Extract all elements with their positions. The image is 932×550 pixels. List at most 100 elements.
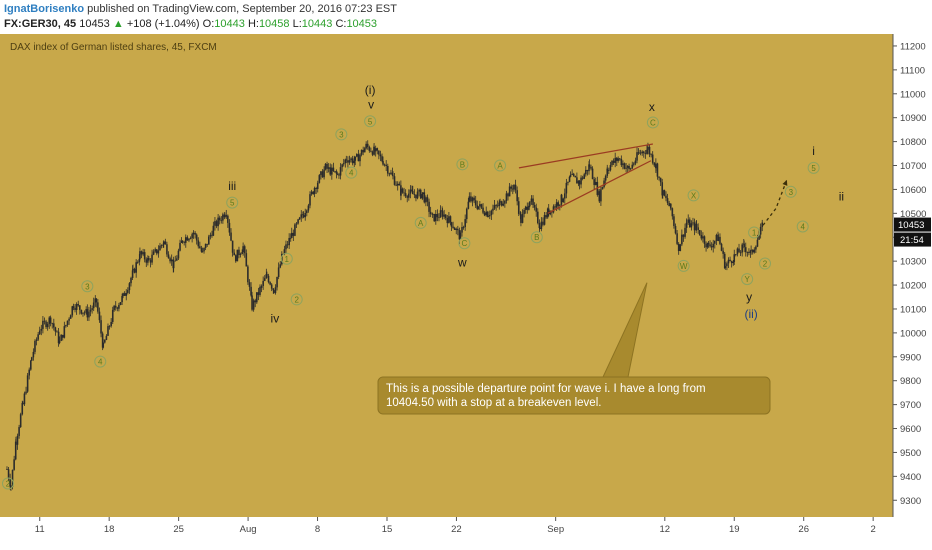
candle-body [646, 149, 648, 154]
candle-body [125, 292, 128, 296]
candle-body [706, 242, 709, 248]
candle-body [123, 293, 126, 296]
candle-body [98, 311, 101, 321]
close-value: 10453 [346, 18, 378, 30]
candle-body [578, 180, 581, 185]
candle-body [285, 244, 287, 250]
candle-body [145, 259, 148, 263]
candle-body [528, 205, 530, 210]
candle-body [133, 268, 136, 273]
wave-label: 1 [285, 255, 290, 264]
candle-body [623, 163, 626, 169]
candle-body [413, 194, 416, 195]
candle-body [166, 244, 168, 255]
candle-body [502, 203, 505, 206]
plot-area[interactable] [0, 34, 893, 517]
candle-body [586, 169, 589, 172]
candle-body [560, 194, 563, 202]
candle-body [209, 234, 212, 237]
candle-body [250, 286, 252, 296]
candle-body [273, 290, 275, 293]
candle-body [251, 295, 253, 310]
author-link[interactable]: IgnatBorisenko [4, 3, 85, 15]
candle-body [295, 223, 298, 225]
candle-body [288, 237, 290, 246]
candle-body [499, 201, 501, 203]
candle-body [279, 264, 282, 268]
candle-body [14, 441, 17, 460]
candle-body [615, 157, 618, 161]
candle-body [257, 292, 260, 295]
candle-body [609, 165, 612, 171]
candle-body [511, 188, 514, 190]
candle-body [359, 154, 361, 162]
candle-body [260, 285, 263, 288]
wave-labels: 234iii512iv34(i)v5ABCwABxCXW12Yy(ii)34i5… [1, 83, 844, 490]
wave-label: 5 [368, 117, 373, 126]
candle-body [690, 223, 693, 228]
price-chart[interactable]: 9300 9400 9500 9600 9700 9800 9900 10000 10100 10… [0, 34, 932, 550]
candle-body [329, 167, 332, 175]
candle-body [111, 309, 114, 322]
candle-body [192, 232, 195, 235]
candle-body [371, 151, 374, 155]
candle-body [277, 267, 280, 277]
candle-body [225, 215, 228, 216]
candle-body [276, 276, 278, 288]
candle-body [659, 177, 662, 183]
candle-body [82, 312, 84, 314]
candle-body [28, 369, 31, 376]
candle-body [500, 201, 503, 206]
candle-body [761, 222, 764, 227]
projection-path [762, 179, 788, 226]
candle-body [702, 236, 704, 239]
candle-body [671, 208, 674, 217]
candle-body [304, 213, 307, 218]
candle-body [294, 224, 296, 236]
candle-body [685, 222, 688, 224]
time-axis[interactable] [0, 517, 893, 550]
candle-body [366, 143, 369, 147]
time-tick-label: 22 [451, 524, 462, 535]
open-label: O: [202, 18, 215, 30]
candle-body [318, 175, 321, 183]
candle-body [339, 167, 342, 176]
candle-body [147, 258, 149, 263]
candle-body [431, 213, 434, 215]
candle-body [332, 167, 335, 171]
candle-body [49, 317, 52, 324]
candle-body [54, 327, 57, 332]
candle-body [543, 215, 546, 225]
candle-body [682, 234, 685, 237]
candle-body [603, 180, 605, 187]
candle-body [72, 306, 75, 308]
time-tick-label: 12 [660, 524, 671, 535]
candle-body [179, 242, 181, 251]
publish-info: IgnatBorisenko published on TradingView.… [4, 3, 397, 15]
annotation-callout[interactable]: This is a possible departure point for w… [377, 376, 771, 415]
candle-body [69, 315, 72, 319]
candle-body [606, 168, 609, 176]
candle-body [733, 254, 736, 262]
candle-body [535, 207, 538, 212]
wave-circle [796, 220, 809, 233]
candle-body [732, 261, 735, 264]
candle-body [335, 171, 338, 174]
candle-body [723, 253, 726, 268]
wave-label: C [650, 118, 656, 127]
candle-body [32, 351, 35, 358]
candle-body [404, 193, 407, 197]
candle-body [381, 156, 383, 162]
candle-body [157, 250, 160, 254]
candle-body [174, 260, 177, 262]
candle-body [700, 234, 703, 239]
price-axis[interactable] [893, 34, 932, 550]
candle-body [633, 163, 635, 165]
candle-body [748, 252, 750, 253]
candle-body [641, 151, 643, 154]
candle-body [169, 258, 171, 262]
candle-body [681, 234, 683, 245]
candle-body [248, 282, 251, 287]
candle-body [10, 486, 12, 488]
up-arrow-icon: ▲ [112, 18, 124, 30]
